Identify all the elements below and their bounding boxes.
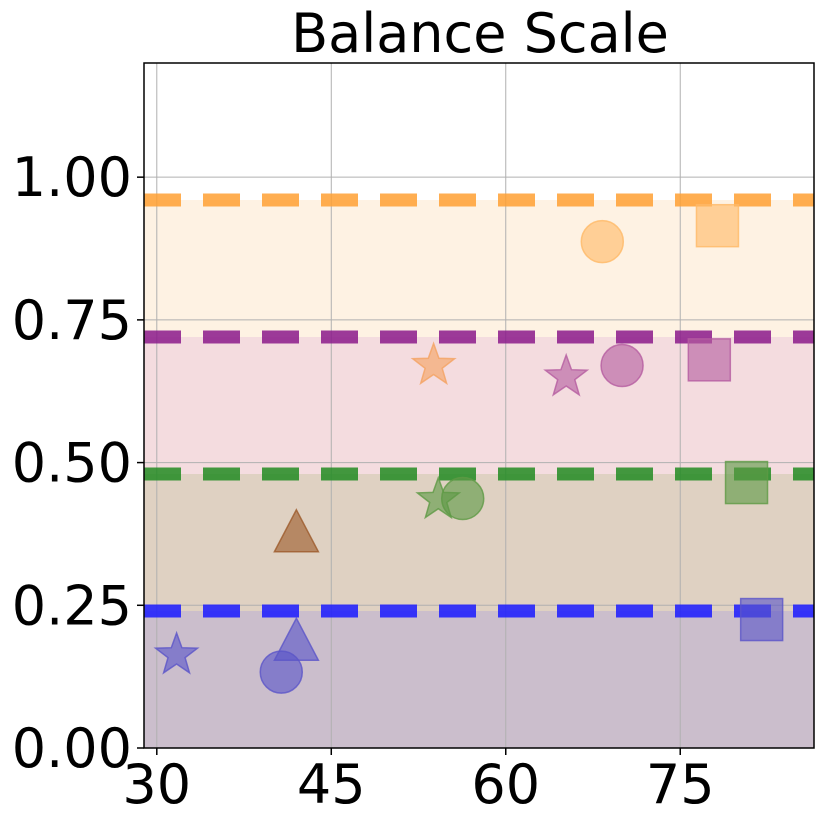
band-0 xyxy=(144,611,814,748)
data-point-7 xyxy=(724,460,769,505)
x-tick-label-3: 75 xyxy=(646,753,715,816)
y-tick-label-4: 1.00 xyxy=(12,146,132,209)
threshold-layer xyxy=(144,193,814,618)
band-layer xyxy=(144,200,814,748)
x-tick-label-1: 45 xyxy=(297,753,366,816)
x-tick-label-0: 30 xyxy=(122,753,191,816)
y-tick-label-0: 0.00 xyxy=(12,717,132,780)
data-point-10 xyxy=(600,343,644,388)
chart-title: Balance Scale xyxy=(291,2,669,65)
points-layer xyxy=(153,203,784,694)
data-point-13 xyxy=(695,203,740,248)
data-point-11 xyxy=(687,338,732,382)
data-point-6 xyxy=(440,476,485,521)
y-tick-label-3: 0.75 xyxy=(12,289,132,352)
data-point-0 xyxy=(153,630,200,675)
y-tick-label-1: 0.25 xyxy=(12,574,132,637)
x-tick-label-2: 60 xyxy=(471,753,540,816)
data-point-8 xyxy=(410,341,457,386)
data-point-9 xyxy=(543,352,590,397)
plot-frame xyxy=(143,62,815,749)
data-point-12 xyxy=(580,219,625,264)
x-axis: 30 45 60 75 xyxy=(122,748,715,816)
data-point-4 xyxy=(273,508,320,553)
y-axis: 0.00 0.25 0.50 0.75 1.00 xyxy=(12,146,144,780)
data-point-3 xyxy=(739,597,784,642)
data-point-2 xyxy=(273,616,320,661)
y-tick-label-2: 0.50 xyxy=(12,432,132,495)
